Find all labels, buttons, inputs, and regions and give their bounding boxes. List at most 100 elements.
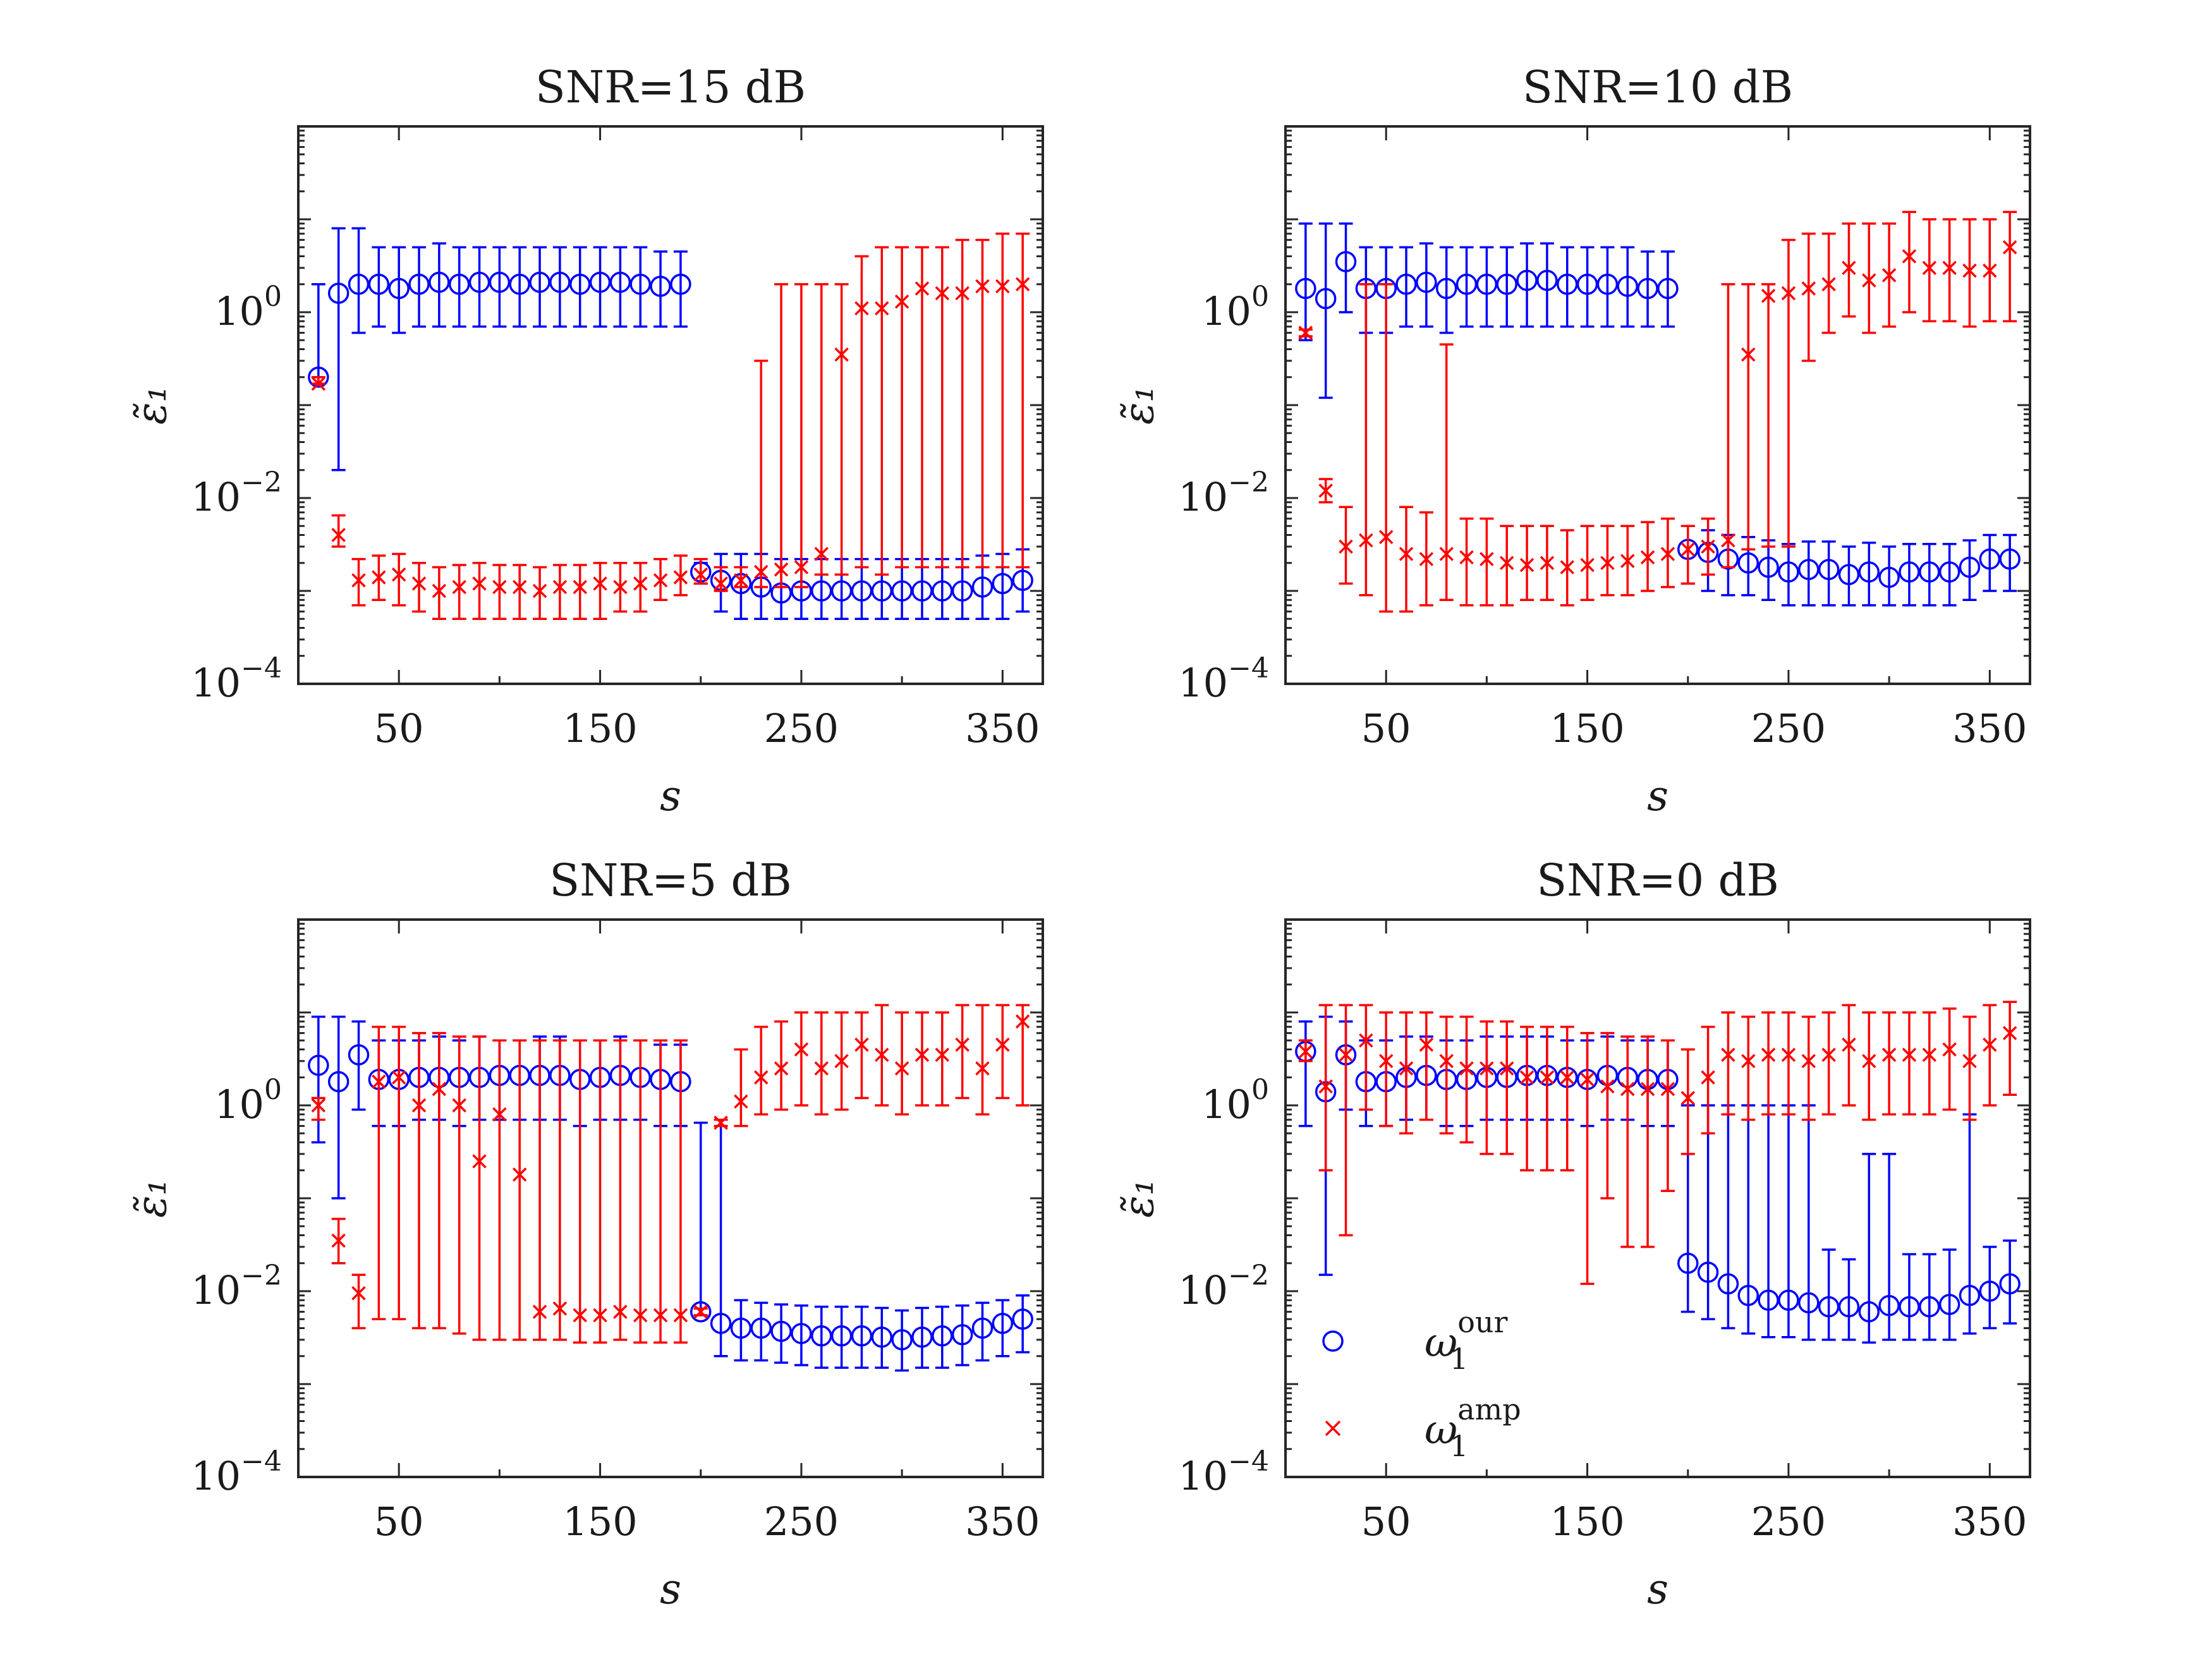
- data-point-amp: [1399, 1061, 1414, 1076]
- data-point-amp: [834, 1054, 849, 1069]
- data-point-amp: [1821, 1047, 1836, 1062]
- x-tick-label: 150: [1550, 705, 1624, 751]
- data-point-our: [327, 1071, 349, 1093]
- data-point-our: [408, 273, 430, 295]
- y-tick-label: 100: [1201, 281, 1269, 334]
- data-point-amp: [2002, 240, 2017, 255]
- data-point-our: [1938, 1294, 1960, 1315]
- data-point-our: [1697, 1261, 1719, 1283]
- data-point-our: [609, 271, 631, 293]
- data-point-amp: [1540, 1070, 1555, 1085]
- data-point-our: [1878, 566, 1900, 588]
- data-point-our: [368, 273, 390, 295]
- data-point-our: [1959, 556, 1981, 578]
- data-point-amp: [1439, 547, 1454, 561]
- data-point-amp: [633, 576, 648, 591]
- data-point-amp: [754, 1070, 769, 1085]
- data-point-our: [710, 1313, 732, 1334]
- data-point-amp: [1842, 260, 1856, 276]
- x-axis-label: s: [660, 772, 681, 820]
- data-point-amp: [452, 580, 466, 595]
- data-point-our: [1295, 277, 1316, 300]
- data-point-our: [791, 1323, 812, 1344]
- data-point-amp: [1801, 281, 1816, 296]
- data-point-our: [690, 1301, 712, 1323]
- data-point-amp: [1015, 277, 1030, 291]
- plot-area: [1284, 918, 2031, 1478]
- data-point-our: [1858, 1301, 1880, 1323]
- data-point-our: [1818, 1296, 1840, 1318]
- data-point-amp: [2002, 1026, 2017, 1040]
- data-point-our: [1455, 273, 1478, 295]
- data-point-amp: [532, 583, 547, 599]
- data-point-amp: [714, 576, 728, 591]
- data-point-our: [428, 271, 450, 293]
- data-point-our: [1818, 559, 1840, 580]
- data-point-our: [911, 580, 933, 602]
- data-point-amp: [894, 295, 909, 309]
- y-tick-label: 100: [1201, 1074, 1269, 1127]
- y-tick-label: 10−4: [1178, 1445, 1269, 1499]
- data-point-amp: [1600, 556, 1615, 570]
- data-point-our: [851, 580, 873, 602]
- data-point-our: [348, 1044, 370, 1066]
- data-point-our: [348, 273, 370, 295]
- legend-label-our: ωour 1: [1425, 1305, 1508, 1376]
- data-point-amp: [975, 279, 990, 294]
- data-point-amp: [875, 1047, 889, 1062]
- data-point-our: [448, 273, 470, 295]
- data-point-amp: [794, 1042, 809, 1057]
- data-point-our: [1012, 569, 1033, 592]
- data-point-our: [529, 271, 550, 293]
- y-tick-label: 10−4: [191, 1445, 282, 1499]
- data-point-our: [1737, 1284, 1759, 1306]
- y-axis-label: ε̃₁: [127, 386, 176, 425]
- data-point-amp: [875, 301, 889, 316]
- data-point-amp: [995, 1037, 1010, 1052]
- data-point-amp: [1459, 550, 1474, 565]
- data-point-amp: [975, 1061, 990, 1076]
- series-our: [1295, 222, 2021, 607]
- data-point-our: [1959, 1284, 1981, 1306]
- x-tick-label: 250: [1751, 705, 1826, 751]
- data-point-amp: [995, 279, 1010, 294]
- data-point-amp: [955, 286, 969, 301]
- data-point-amp: [1881, 268, 1897, 283]
- data-point-our: [830, 580, 853, 602]
- data-point-amp: [1620, 554, 1635, 568]
- data-point-amp: [492, 1107, 507, 1122]
- x-tick-label: 150: [1550, 1498, 1624, 1545]
- data-point-our: [308, 1054, 329, 1076]
- y-axis-label: ε̃₁: [1114, 386, 1163, 425]
- data-point-amp: [1580, 557, 1595, 573]
- data-point-amp: [653, 1308, 668, 1323]
- data-point-amp: [1640, 1081, 1655, 1097]
- data-point-our: [1999, 1273, 2021, 1295]
- x-tick-label: 250: [764, 1498, 839, 1545]
- data-point-amp: [1359, 1033, 1373, 1048]
- data-point-amp: [1781, 1047, 1796, 1062]
- x-tick-label: 350: [965, 1498, 1040, 1545]
- data-point-amp: [1680, 542, 1695, 557]
- data-point-our: [971, 1317, 994, 1339]
- data-point-amp: [894, 1061, 909, 1076]
- y-tick-label: 100: [214, 281, 282, 334]
- data-point-our: [730, 1317, 752, 1339]
- data-point-our: [1778, 1289, 1799, 1311]
- data-point-our: [1999, 548, 2021, 570]
- chart-panel-3: SNR=5 dB 50 150 250 350 100 10−2 10−4 s ε̃₁: [127, 854, 1044, 1613]
- data-point-our: [1919, 1296, 1940, 1318]
- data-point-amp: [1499, 556, 1514, 570]
- y-tick-label: 100: [214, 1074, 282, 1127]
- data-point-amp: [1378, 1054, 1394, 1069]
- y-tick-label: 10−2: [1178, 466, 1269, 520]
- data-point-amp: [432, 1081, 447, 1097]
- x-tick-label: 250: [1751, 1498, 1826, 1545]
- x-axis-label: s: [660, 1565, 681, 1613]
- data-point-amp: [613, 1304, 628, 1319]
- data-point-amp: [754, 564, 769, 580]
- data-point-amp: [1560, 560, 1574, 574]
- y-tick-label: 10−2: [1178, 1260, 1269, 1313]
- data-point-our: [629, 273, 651, 295]
